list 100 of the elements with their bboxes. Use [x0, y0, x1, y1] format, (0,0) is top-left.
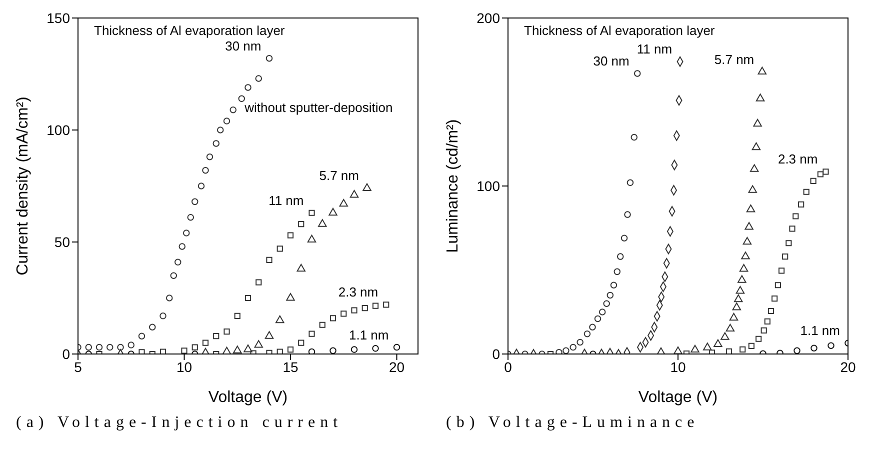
point [383, 302, 390, 308]
y-axis-title: Luminance (cd/m²) [444, 119, 462, 253]
point [266, 256, 272, 263]
point [183, 230, 190, 236]
point [556, 348, 562, 354]
x-tick-label: 10 [176, 358, 192, 375]
point [738, 275, 746, 283]
point [233, 346, 242, 354]
point [160, 348, 166, 354]
y-tick-label: 0 [492, 346, 500, 362]
point [206, 154, 214, 160]
annotation: Thickness of Al evaporation layer [94, 23, 286, 38]
point [308, 330, 315, 337]
point [362, 305, 368, 312]
point [584, 330, 591, 338]
point [328, 208, 338, 216]
series-label: 11 nm [636, 42, 672, 57]
point [614, 268, 621, 276]
point [714, 339, 722, 347]
point [792, 213, 799, 220]
point [286, 293, 295, 301]
x-tick-label: 5 [74, 358, 82, 375]
point [774, 282, 782, 288]
point [760, 327, 767, 334]
point [339, 198, 348, 207]
point [748, 342, 754, 349]
point [782, 254, 788, 260]
point [603, 300, 610, 307]
point [803, 188, 810, 195]
point [149, 324, 156, 330]
y-tick-label: 200 [476, 10, 500, 26]
point [244, 294, 252, 302]
point [594, 315, 602, 322]
point [276, 348, 283, 354]
point [748, 185, 758, 193]
point [703, 342, 712, 350]
point [198, 182, 205, 190]
y-tick-label: 50 [54, 234, 70, 250]
point [732, 302, 742, 310]
series-label: 2.3 nm [778, 152, 818, 167]
point [238, 95, 245, 102]
point [266, 54, 273, 62]
point [758, 66, 767, 74]
x-axis-title: Voltage (V) [638, 389, 718, 406]
point [256, 279, 262, 286]
point [298, 221, 304, 228]
text: (b) Voltage-Luminance [445, 414, 700, 432]
point [828, 342, 834, 349]
series-label: 11 nm [268, 192, 304, 208]
point [726, 324, 735, 332]
point [726, 348, 732, 354]
y-tick-label: 100 [476, 178, 500, 194]
point [170, 272, 177, 279]
x-tick-label: 15 [282, 358, 298, 375]
point [620, 234, 628, 242]
series-label: 5.7 nm [319, 168, 359, 184]
series-label: 5.7 nm [714, 52, 754, 67]
point [106, 344, 114, 351]
y-tick-label: 150 [46, 10, 70, 26]
point [222, 346, 232, 354]
point [244, 344, 252, 352]
point [750, 164, 759, 172]
point [598, 308, 606, 316]
point [393, 344, 400, 351]
point [739, 264, 748, 272]
point [576, 338, 584, 346]
point [96, 344, 103, 351]
point [308, 210, 315, 216]
point [742, 236, 752, 245]
point [562, 347, 570, 354]
point [674, 346, 682, 354]
point [264, 331, 274, 339]
point [117, 344, 124, 351]
point [810, 344, 818, 352]
point [318, 219, 327, 227]
point [589, 324, 596, 330]
x-tick-label: 20 [388, 358, 405, 375]
point [786, 240, 792, 246]
point [187, 214, 194, 221]
point [720, 332, 730, 340]
point [616, 253, 624, 260]
point [85, 344, 92, 351]
point [178, 243, 186, 250]
point [287, 346, 294, 353]
point [181, 348, 188, 354]
point [234, 312, 240, 319]
point [817, 171, 824, 178]
point [244, 84, 252, 91]
point [308, 348, 316, 354]
point [174, 258, 182, 266]
point [626, 179, 634, 186]
point [610, 282, 618, 288]
point [656, 347, 666, 354]
point [794, 347, 800, 354]
series-label: 2.3 nm [338, 284, 378, 300]
point [372, 345, 379, 352]
point [570, 344, 576, 351]
point [822, 168, 829, 175]
point [736, 286, 745, 294]
point [307, 234, 316, 242]
